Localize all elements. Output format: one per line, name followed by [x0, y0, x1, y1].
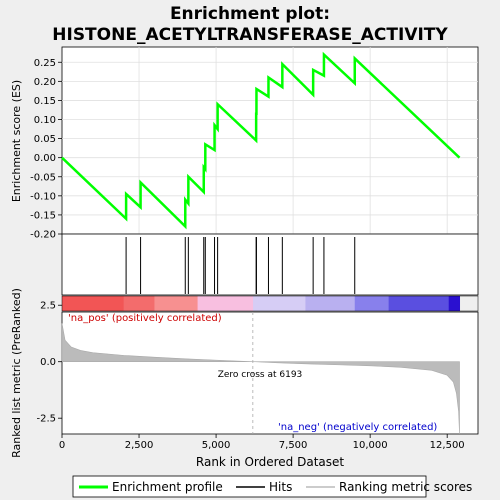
x-tick-label: 2,500: [125, 440, 154, 451]
ranking-color-bar: [61, 295, 479, 312]
ranking-metric-area: [61, 312, 460, 435]
metric-y-tick-label: 2.5: [40, 301, 56, 312]
es-y-tick-label: -0.20: [30, 230, 56, 241]
hit-markers: [125, 237, 356, 294]
x-tick-label: 7,500: [279, 440, 308, 451]
es-y-tick-label: -0.10: [30, 191, 56, 202]
es-panel: [61, 46, 479, 235]
color-bar-segment: [197, 296, 254, 311]
es-y-tick-label: 0.20: [34, 77, 56, 88]
es-y-axis: 0.25 0.20 0.15 0.10 0.05 0.00 -0.05 -0.10 -0.15 -…: [30, 58, 62, 241]
positive-correlation-label: 'na_pos' (positively correlated): [68, 313, 222, 324]
color-bar-segment: [448, 296, 461, 311]
chart-title-line1: Enrichment plot:: [170, 4, 330, 24]
es-y-tick-label: 0.10: [34, 115, 56, 126]
legend-metric-label: Ranking metric scores: [339, 480, 472, 494]
color-bar-segment: [305, 296, 356, 311]
es-y-tick-label: 0.00: [34, 153, 56, 164]
metric-panel: [61, 311, 479, 435]
es-y-tick-label: 0.25: [34, 58, 56, 69]
color-bar-segment: [123, 296, 155, 311]
metric-y-axis: 2.5 0.0 -2.5: [36, 301, 62, 425]
x-tick-label: 10,000: [353, 440, 388, 451]
es-y-tick-label: 0.05: [34, 134, 56, 145]
es-gridlines: [62, 47, 478, 235]
legend-enrichment-label: Enrichment profile: [112, 480, 223, 494]
es-y-tick-label: 0.15: [34, 96, 56, 107]
legend-hits-label: Hits: [269, 480, 292, 494]
negative-correlation-label: 'na_neg' (negatively correlated): [278, 422, 437, 433]
enrichment-profile-path: [61, 51, 461, 230]
color-bar-segment: [253, 296, 306, 311]
enrichment-profile-line: [61, 51, 461, 230]
zero-cross-label: Zero cross at 6193: [218, 370, 303, 380]
x-axis-label: Rank in Ordered Dataset: [196, 455, 344, 469]
color-bar-frame: [61, 295, 479, 312]
color-bar-segment: [354, 296, 390, 311]
x-tick-label: 12,500: [430, 440, 465, 451]
chart-title-line2: HISTONE_ACETYLTRANSFERASE_ACTIVITY: [52, 25, 448, 45]
es-y-tick-label: -0.05: [30, 172, 56, 183]
es-y-axis-label: Enrichment score (ES): [10, 80, 23, 202]
color-bar-segment: [62, 296, 125, 311]
color-bar-segment: [154, 296, 199, 311]
metric-x-axis: 0 2,500 5,000 7,500 10,000 12,500: [59, 434, 465, 451]
metric-y-tick-label: -2.5: [36, 414, 56, 425]
color-bar-segment: [388, 296, 450, 311]
ranking-metric-fill: [61, 323, 460, 435]
metric-y-tick-label: 0.0: [40, 357, 56, 368]
x-tick-label: 5,000: [202, 440, 231, 451]
hits-panel: [61, 233, 479, 296]
es-y-tick-label: -0.15: [30, 210, 56, 221]
metric-y-axis-label: Ranked list metric (PreRanked): [10, 288, 23, 458]
x-tick-label: 0: [59, 440, 65, 451]
